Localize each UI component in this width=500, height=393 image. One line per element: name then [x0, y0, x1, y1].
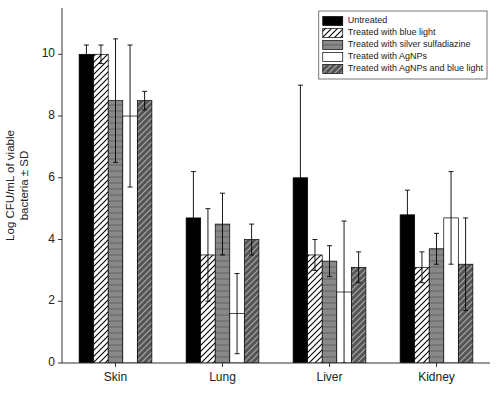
error-bar [463, 218, 468, 311]
legend-swatch [323, 41, 343, 50]
error-bar [434, 233, 439, 264]
error-bar [191, 172, 196, 265]
error-bar [113, 39, 118, 162]
y-tick [58, 239, 62, 240]
error-bar [449, 172, 454, 265]
y-tick-label: 0 [48, 355, 55, 369]
error-bar [356, 252, 361, 283]
y-axis-line [62, 8, 63, 363]
x-tick [329, 363, 330, 367]
y-tick-label: 8 [48, 108, 55, 122]
error-bar [327, 246, 332, 277]
error-bar [249, 224, 254, 255]
error-bar [235, 273, 240, 353]
x-tick-label: Kidney [418, 370, 455, 384]
x-axis-line [62, 363, 490, 364]
bar [137, 101, 152, 363]
error-bar [98, 45, 103, 64]
legend-swatch [323, 29, 343, 38]
error-bar [84, 45, 89, 64]
error-bar [128, 45, 133, 187]
x-tick-label: Liver [316, 370, 342, 384]
x-tick [222, 363, 223, 367]
legend-swatch [323, 65, 343, 74]
x-tick-label: Lung [209, 370, 236, 384]
error-bar [205, 209, 210, 302]
axes: 0 2 4 6 8 10 Skin Lung Liver Kidney [42, 8, 490, 384]
legend-label: Untreated [348, 15, 388, 25]
legend-swatch [323, 53, 343, 62]
x-tick [436, 363, 437, 367]
error-bar [142, 91, 147, 110]
error-bar [405, 190, 410, 239]
x-tick-label: Skin [104, 370, 127, 384]
legend-label: Treated with AgNPs and blue light [348, 63, 484, 73]
y-axis-label: Log CFU/mL of viablebacteria ± SD [4, 130, 30, 241]
y-tick-label: 10 [42, 46, 56, 60]
error-bar [220, 193, 225, 255]
error-bar [298, 85, 303, 270]
error-bar [342, 221, 347, 363]
chart: 0 2 4 6 8 10 Skin Lung Liver Kidney Log CFU/mL of … [0, 0, 500, 393]
bars [79, 39, 473, 363]
y-tick [58, 54, 62, 55]
y-tick [58, 177, 62, 178]
legend-label: Treated with silver sulfadiazine [348, 39, 471, 49]
y-tick [58, 363, 62, 364]
y-tick [58, 301, 62, 302]
legend: Untreated Treated with blue light Treated … [319, 11, 487, 79]
legend-frame [319, 11, 487, 79]
legend-swatch [323, 17, 343, 26]
y-tick [58, 116, 62, 117]
error-bar [312, 240, 317, 271]
legend-label: Treated with AgNPs [348, 51, 428, 61]
bar [94, 54, 109, 363]
bar [429, 249, 444, 363]
y-tick-label: 2 [48, 293, 55, 307]
y-tick-label: 6 [48, 170, 55, 184]
y-tick-label: 4 [48, 232, 55, 246]
bar [79, 54, 94, 363]
bar [308, 255, 323, 363]
error-bar [419, 252, 424, 283]
bar [244, 240, 259, 363]
legend-label: Treated with blue light [348, 27, 436, 37]
x-tick [115, 363, 116, 367]
